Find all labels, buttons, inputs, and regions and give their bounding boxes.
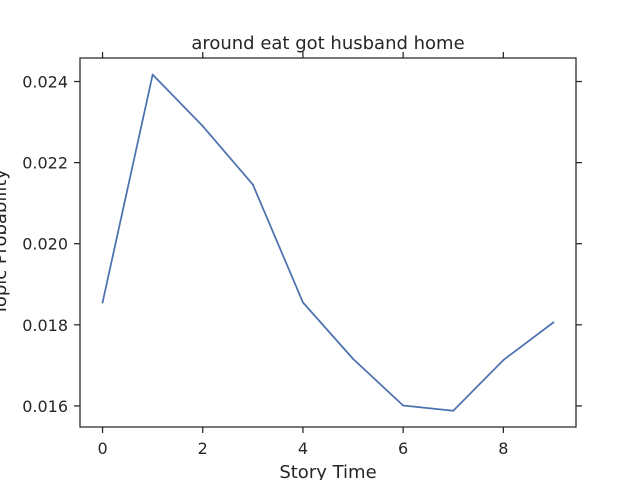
x-tick-label: 0 [97, 439, 107, 458]
data-point [552, 321, 555, 324]
data-point [302, 301, 304, 304]
x-tick-label: 8 [498, 439, 508, 458]
x-tick-label: 6 [398, 439, 408, 458]
y-tick-label: 0.018 [22, 316, 68, 335]
plot-frame [79, 57, 577, 428]
data-point [402, 404, 405, 407]
chart-title: around eat got husband home [191, 33, 464, 54]
data-point [151, 73, 154, 76]
x-tick-label: 4 [298, 439, 308, 458]
data-point [502, 359, 505, 361]
data-point [251, 183, 254, 186]
data-point [352, 357, 354, 360]
data-point [101, 301, 104, 304]
x-axis-label: Story Time [279, 462, 376, 480]
y-tick-label: 0.020 [22, 235, 68, 254]
y-tick-label: 0.024 [22, 73, 68, 92]
data-point [452, 409, 455, 412]
y-tick-label: 0.016 [22, 397, 68, 416]
x-tick-label: 2 [198, 439, 208, 458]
plot-area [80, 58, 576, 427]
y-tick-label: 0.022 [22, 154, 68, 173]
series-layer [101, 73, 555, 412]
series-line [101, 73, 555, 412]
y-axis-label: Topic Probability [0, 169, 11, 316]
data-point [201, 125, 204, 128]
ticks-layer: 0 2 4 6 8 0.016 0.018 0.020 0.022 0.024 [22, 52, 582, 458]
